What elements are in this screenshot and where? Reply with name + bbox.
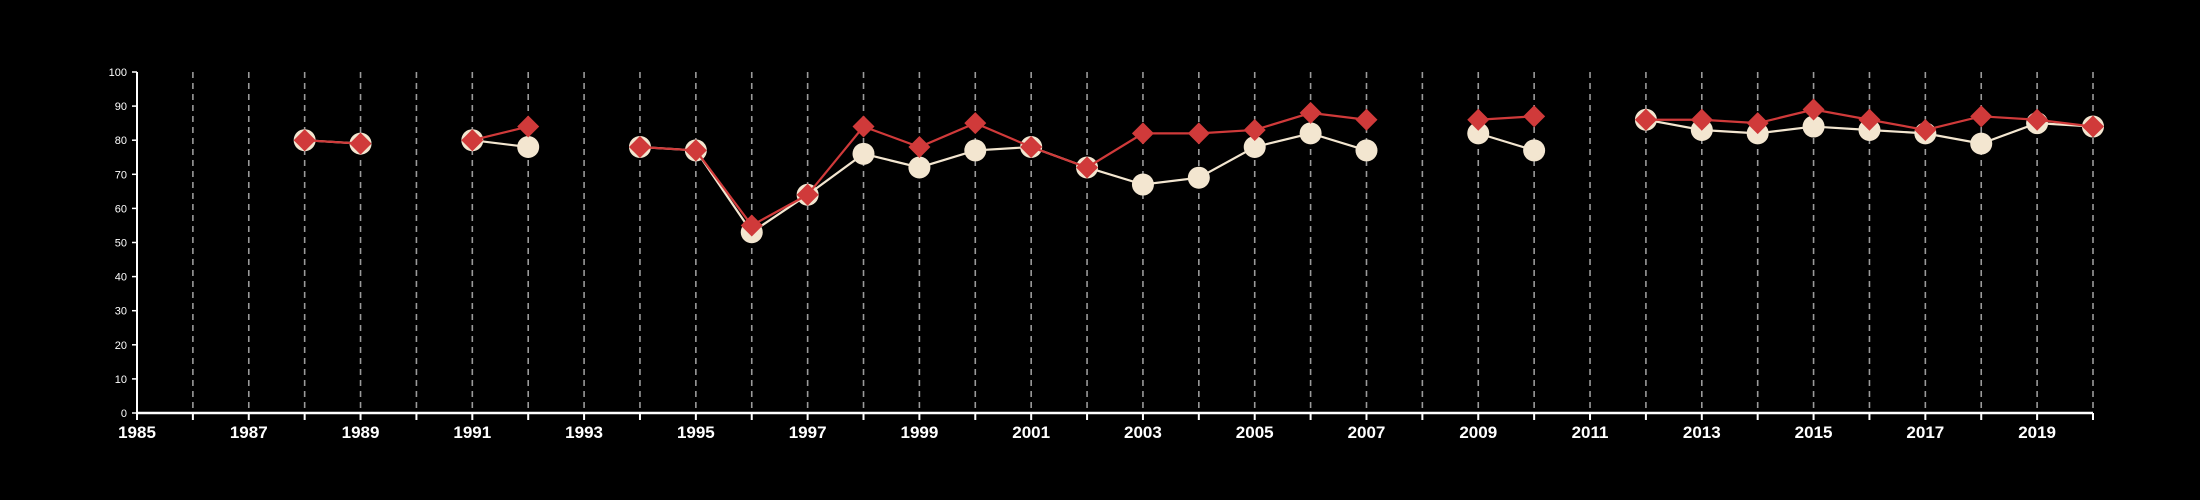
y-tick-label: 100 bbox=[109, 67, 127, 79]
x-tick-label: 1989 bbox=[342, 423, 380, 442]
data-point-circle bbox=[1802, 115, 1825, 138]
data-point-diamond bbox=[1299, 101, 1322, 124]
data-point-diamond bbox=[1802, 98, 1825, 121]
data-point-diamond bbox=[461, 129, 484, 152]
x-tick-label: 2001 bbox=[1012, 423, 1050, 442]
data-point-circle bbox=[1187, 166, 1210, 189]
data-point-diamond bbox=[1858, 108, 1881, 131]
data-point-diamond bbox=[349, 132, 372, 155]
x-tick-label: 2007 bbox=[1348, 423, 1386, 442]
data-point-diamond bbox=[1634, 108, 1657, 131]
x-tick-label: 1991 bbox=[453, 423, 491, 442]
x-tick-label: 1995 bbox=[677, 423, 715, 442]
x-tick-label: 2011 bbox=[1572, 423, 1609, 442]
data-point-diamond bbox=[1690, 108, 1713, 131]
data-point-circle bbox=[1355, 139, 1378, 162]
x-tick-label: 1993 bbox=[565, 423, 603, 442]
x-tick-label: 2017 bbox=[1906, 423, 1944, 442]
series-line-segment bbox=[472, 125, 529, 142]
y-tick-label: 10 bbox=[115, 374, 127, 386]
axes bbox=[136, 72, 2093, 415]
x-tick-label: 1987 bbox=[230, 423, 268, 442]
data-point-diamond bbox=[852, 115, 875, 138]
data-point-diamond bbox=[1746, 112, 1769, 135]
x-tick-label: 1985 bbox=[118, 423, 156, 442]
data-point-circle bbox=[908, 156, 931, 179]
data-point-diamond bbox=[1467, 108, 1490, 131]
data-point-diamond bbox=[517, 115, 540, 138]
data-point-diamond bbox=[684, 139, 707, 162]
data-point-circle bbox=[1243, 136, 1266, 159]
x-tick-label: 2005 bbox=[1236, 423, 1274, 442]
x-tick-label: 1999 bbox=[900, 423, 938, 442]
data-point-diamond bbox=[796, 183, 819, 206]
x-tick-label: 2003 bbox=[1124, 423, 1162, 442]
data-point-diamond bbox=[1020, 136, 1043, 159]
data-point-diamond bbox=[1523, 105, 1546, 128]
x-tick-label: 1997 bbox=[789, 423, 827, 442]
data-point-circle bbox=[1467, 122, 1490, 145]
y-tick-label: 50 bbox=[115, 238, 127, 250]
y-tick-label: 0 bbox=[121, 408, 127, 420]
y-axis-ticks: 0 10 20 30 40 50 60 70 80 90 100 bbox=[109, 67, 137, 420]
y-tick-label: 90 bbox=[115, 101, 127, 113]
data-point-circle bbox=[1970, 132, 1993, 155]
x-tick-label: 2009 bbox=[1459, 423, 1497, 442]
data-point-diamond bbox=[2082, 115, 2104, 138]
data-point-circle bbox=[517, 136, 540, 159]
y-tick-label: 70 bbox=[115, 169, 127, 181]
data-point-circle bbox=[1299, 122, 1322, 145]
x-axis-ticks: 1985 1987 1989 1991 1993 1995 1997 1999 2001 2003… bbox=[118, 413, 2094, 442]
data-point-diamond bbox=[2026, 108, 2049, 131]
data-point-diamond bbox=[1131, 122, 1154, 145]
data-point-diamond bbox=[964, 112, 987, 135]
y-tick-label: 40 bbox=[115, 272, 127, 284]
data-point-diamond bbox=[1076, 156, 1099, 179]
y-tick-label: 30 bbox=[115, 306, 127, 318]
y-tick-label: 80 bbox=[115, 135, 127, 147]
data-point-diamond bbox=[628, 136, 651, 159]
data-point-diamond bbox=[908, 136, 931, 159]
series-layer bbox=[293, 98, 2104, 244]
x-tick-label: 2015 bbox=[1795, 423, 1833, 442]
data-point-diamond bbox=[740, 214, 763, 237]
data-point-diamond bbox=[1970, 105, 1993, 128]
y-tick-label: 20 bbox=[115, 340, 127, 352]
x-tick-label: 2019 bbox=[2018, 423, 2056, 442]
data-point-diamond bbox=[1187, 122, 1210, 145]
data-point-diamond bbox=[293, 129, 316, 152]
data-point-diamond bbox=[1243, 118, 1266, 141]
series-2 bbox=[293, 98, 2104, 237]
data-point-circle bbox=[1131, 173, 1154, 196]
data-point-circle bbox=[1523, 139, 1546, 162]
x-tick-label: 2013 bbox=[1683, 423, 1721, 442]
y-tick-label: 60 bbox=[115, 203, 127, 215]
data-point-diamond bbox=[1355, 108, 1378, 131]
data-point-circle bbox=[964, 139, 987, 162]
data-point-circle bbox=[852, 142, 875, 165]
data-point-diamond bbox=[1914, 118, 1937, 141]
